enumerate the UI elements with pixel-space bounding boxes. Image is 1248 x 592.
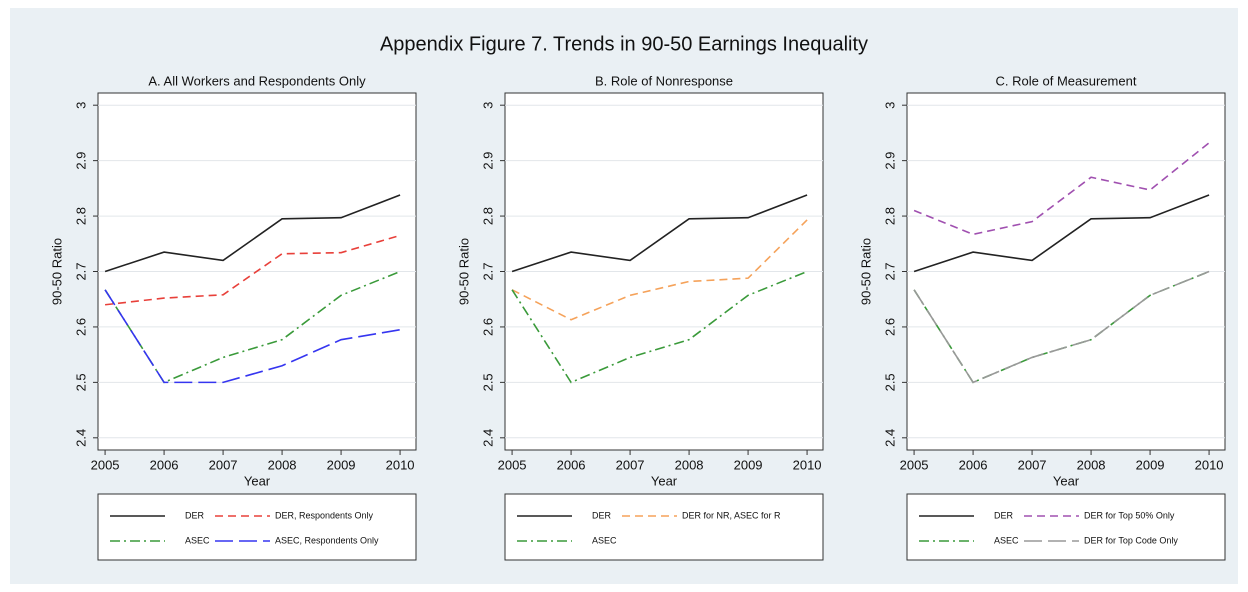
series-line [511,219,808,321]
y-tick-label: 2.7 [480,262,495,280]
x-tick-label: 2007 [1018,457,1047,472]
series-line [913,270,1210,384]
x-tick-label: 2005 [498,457,527,472]
panel-title: C. Role of Measurement [996,73,1137,88]
panel-title: B. Role of Nonresponse [595,73,733,88]
y-tick-label: 2.9 [480,152,495,170]
legend-label: DER, Respondents Only [275,510,374,520]
y-tick-label: 3 [480,102,495,109]
legend-label: ASEC [592,535,617,545]
y-tick-label: 3 [73,102,88,109]
y-axis-label: 90-50 Ratio [49,238,64,305]
legend-label: ASEC, Respondents Only [275,535,379,545]
y-tick-label: 2.7 [882,262,897,280]
y-tick-label: 2.6 [73,318,88,336]
y-tick-label: 2.8 [882,207,897,225]
x-tick-label: 2006 [557,457,586,472]
series-line [511,270,808,384]
series-line [104,289,401,384]
y-tick-label: 2.4 [480,429,495,447]
series-line [913,194,1210,273]
x-tick-label: 2010 [1195,457,1224,472]
series-line [104,270,401,384]
series-line [913,142,1210,236]
x-tick-label: 2008 [1077,457,1106,472]
legend-label: DER [994,510,1014,520]
y-tick-label: 2.7 [73,262,88,280]
x-tick-label: 2007 [209,457,238,472]
x-tick-label: 2009 [734,457,763,472]
series-line [511,194,808,273]
x-tick-label: 2006 [959,457,988,472]
y-tick-label: 2.5 [480,373,495,391]
legend-label: ASEC [185,535,210,545]
y-tick-label: 2.6 [480,318,495,336]
y-tick-label: 2.4 [882,429,897,447]
x-tick-label: 2008 [268,457,297,472]
legend-label: DER for Top Code Only [1084,535,1178,545]
x-tick-label: 2009 [327,457,356,472]
x-axis-label: Year [244,473,271,488]
x-tick-label: 2010 [386,457,415,472]
y-tick-label: 2.8 [73,207,88,225]
y-tick-label: 2.6 [882,318,897,336]
x-tick-label: 2005 [900,457,929,472]
figure-title: Appendix Figure 7. Trends in 90-50 Earni… [380,33,868,55]
x-axis-label: Year [651,473,678,488]
y-tick-label: 3 [882,102,897,109]
x-tick-label: 2006 [150,457,179,472]
legend [906,493,1226,561]
y-axis-label: 90-50 Ratio [456,238,471,305]
legend-label: ASEC [994,535,1019,545]
legend [97,493,417,561]
legend [504,493,824,561]
y-tick-label: 2.9 [882,152,897,170]
y-tick-label: 2.5 [73,373,88,391]
legend-label: DER for NR, ASEC for R [682,510,781,520]
legend-label: DER [592,510,612,520]
x-tick-label: 2009 [1136,457,1165,472]
x-axis-label: Year [1053,473,1080,488]
y-tick-label: 2.9 [73,152,88,170]
x-tick-label: 2008 [675,457,704,472]
legend-label: DER [185,510,205,520]
legend-label: DER for Top 50% Only [1084,510,1175,520]
x-tick-label: 2007 [616,457,645,472]
x-tick-label: 2010 [793,457,822,472]
y-axis-label: 90-50 Ratio [858,238,873,305]
y-tick-label: 2.5 [882,373,897,391]
series-line [104,194,401,273]
panel-title: A. All Workers and Respondents Only [148,73,366,88]
y-tick-label: 2.4 [73,429,88,447]
x-tick-label: 2005 [91,457,120,472]
y-tick-label: 2.8 [480,207,495,225]
